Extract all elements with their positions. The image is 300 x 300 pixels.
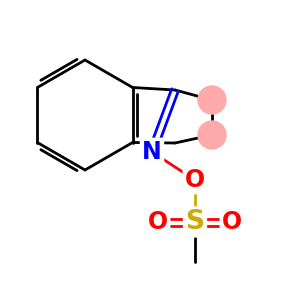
Text: O: O (185, 168, 205, 192)
Text: S: S (185, 209, 205, 235)
Circle shape (198, 121, 226, 149)
Text: O: O (148, 210, 168, 234)
Text: N: N (142, 140, 162, 164)
Text: O: O (222, 210, 242, 234)
Circle shape (198, 86, 226, 114)
